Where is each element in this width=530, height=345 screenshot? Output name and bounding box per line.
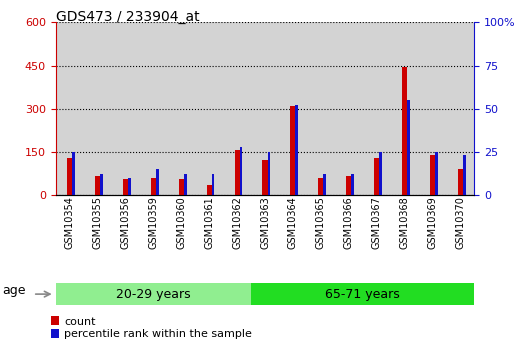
Text: 65-71 years: 65-71 years xyxy=(325,288,400,300)
Bar xyxy=(379,152,382,195)
Bar xyxy=(95,176,100,195)
Bar xyxy=(262,160,268,195)
Bar xyxy=(100,174,103,195)
Bar xyxy=(67,158,72,195)
Bar xyxy=(151,178,156,195)
Bar xyxy=(323,174,326,195)
Text: GDS473 / 233904_at: GDS473 / 233904_at xyxy=(56,10,199,24)
Legend: count, percentile rank within the sample: count, percentile rank within the sample xyxy=(50,316,252,339)
Bar xyxy=(374,158,379,195)
Bar xyxy=(211,174,215,195)
Bar xyxy=(128,178,131,195)
Bar xyxy=(240,147,242,195)
Bar xyxy=(458,169,463,195)
Bar xyxy=(156,169,158,195)
Bar xyxy=(295,105,298,195)
Bar xyxy=(207,185,211,195)
Text: age: age xyxy=(3,284,26,297)
Bar xyxy=(123,179,128,195)
Bar xyxy=(351,174,354,195)
Bar xyxy=(463,155,466,195)
Bar xyxy=(319,178,323,195)
Bar xyxy=(407,100,410,195)
Bar xyxy=(268,152,270,195)
Bar xyxy=(184,174,187,195)
Bar xyxy=(402,67,407,195)
Bar xyxy=(435,152,438,195)
Text: 20-29 years: 20-29 years xyxy=(116,288,191,300)
Bar xyxy=(179,179,184,195)
Bar xyxy=(235,149,240,195)
Bar xyxy=(346,176,351,195)
Bar xyxy=(290,106,295,195)
Bar xyxy=(430,155,435,195)
Bar xyxy=(72,152,75,195)
